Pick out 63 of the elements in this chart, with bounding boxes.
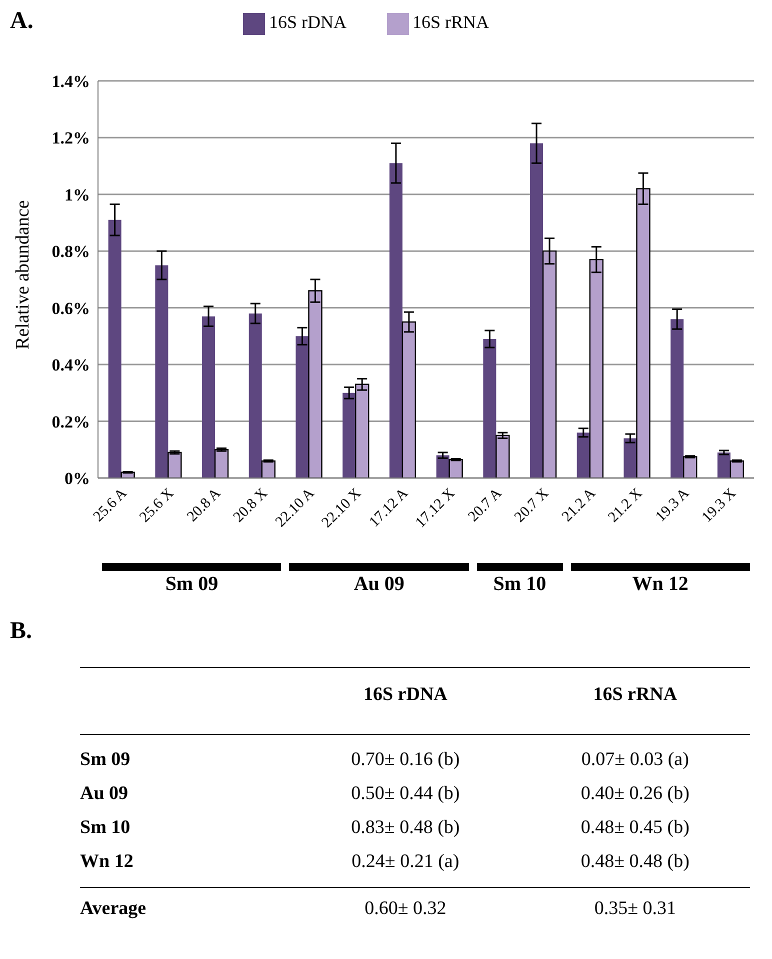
bar bbox=[155, 265, 168, 478]
text: 0.48± 0.45 (b) bbox=[580, 817, 690, 839]
x-tick-label: 21.2 A bbox=[559, 485, 599, 526]
bar bbox=[682, 456, 698, 478]
text: 0.24± 0.21 (a) bbox=[350, 851, 460, 873]
text: 16S rDNA bbox=[362, 684, 448, 706]
bar bbox=[483, 339, 496, 478]
bar bbox=[496, 434, 510, 478]
y-tick-label: 1.4% bbox=[52, 72, 90, 91]
text: Wn 12 bbox=[80, 851, 134, 873]
bar bbox=[108, 220, 122, 478]
text: Average bbox=[80, 898, 148, 920]
bar bbox=[202, 316, 216, 478]
text: Au 09 bbox=[80, 783, 130, 805]
text: 0.35± 0.31 bbox=[593, 898, 677, 920]
text: 0.07± 0.03 (a) bbox=[580, 749, 690, 771]
text: 0.70± 0.16 (b) bbox=[350, 749, 461, 771]
bar bbox=[624, 438, 637, 478]
text: 0.50± 0.44 (b) bbox=[350, 783, 461, 805]
y-axis-title: Relative abundance bbox=[12, 200, 34, 350]
x-tick-label: 21.2 X bbox=[605, 485, 646, 526]
x-tick-label: 20.8 X bbox=[230, 485, 271, 526]
bar bbox=[248, 313, 262, 478]
text: 0.40± 0.26 (b) bbox=[580, 783, 690, 805]
bar bbox=[168, 452, 182, 478]
y-tick-label: 0.4% bbox=[52, 356, 90, 375]
legend-label: 16S rDNA bbox=[268, 12, 346, 32]
bar bbox=[717, 452, 730, 478]
bar bbox=[530, 143, 544, 478]
y-tick-label: 0.6% bbox=[52, 298, 90, 318]
legend-label: 16S rRNA bbox=[412, 12, 490, 32]
x-tick-label: 20.7 A bbox=[466, 485, 506, 526]
bar bbox=[576, 432, 590, 478]
y-tick-label: 0% bbox=[64, 469, 90, 488]
x-tick-label: 25.6 X bbox=[136, 485, 178, 526]
bar bbox=[342, 392, 356, 478]
text: B. bbox=[10, 618, 34, 645]
text: Sm 10 bbox=[80, 817, 132, 839]
text: 16S rRNA bbox=[592, 684, 678, 706]
x-tick-label: 19.3 A bbox=[652, 485, 693, 526]
bar bbox=[261, 460, 276, 478]
x-tick-label: 19.3 X bbox=[699, 485, 740, 526]
text: Wn 12 bbox=[631, 573, 690, 596]
bar bbox=[730, 460, 744, 478]
text: Sm 09 bbox=[80, 749, 132, 771]
text: Au 09 bbox=[352, 573, 406, 596]
text: 0.48± 0.48 (b) bbox=[580, 851, 690, 873]
x-tick-label: 20.8 A bbox=[184, 485, 224, 526]
bar bbox=[670, 319, 684, 478]
bar bbox=[296, 336, 309, 478]
bar bbox=[214, 449, 229, 478]
bar bbox=[389, 163, 402, 478]
text: 0.60± 0.32 bbox=[364, 898, 448, 920]
text: Sm 09 bbox=[164, 573, 220, 596]
x-tick-label: 25.6 A bbox=[90, 485, 130, 526]
y-tick-label: 0.2% bbox=[52, 412, 90, 432]
y-tick-label: 1% bbox=[64, 185, 90, 204]
text: 0.83± 0.48 (b) bbox=[350, 817, 461, 839]
x-tick-label: 20.7 X bbox=[512, 485, 552, 526]
y-tick-label: 1.2% bbox=[52, 128, 90, 148]
y-tick-label: 0.8% bbox=[52, 242, 90, 262]
text: Sm 10 bbox=[492, 573, 548, 596]
chart-title: A. bbox=[10, 8, 34, 35]
